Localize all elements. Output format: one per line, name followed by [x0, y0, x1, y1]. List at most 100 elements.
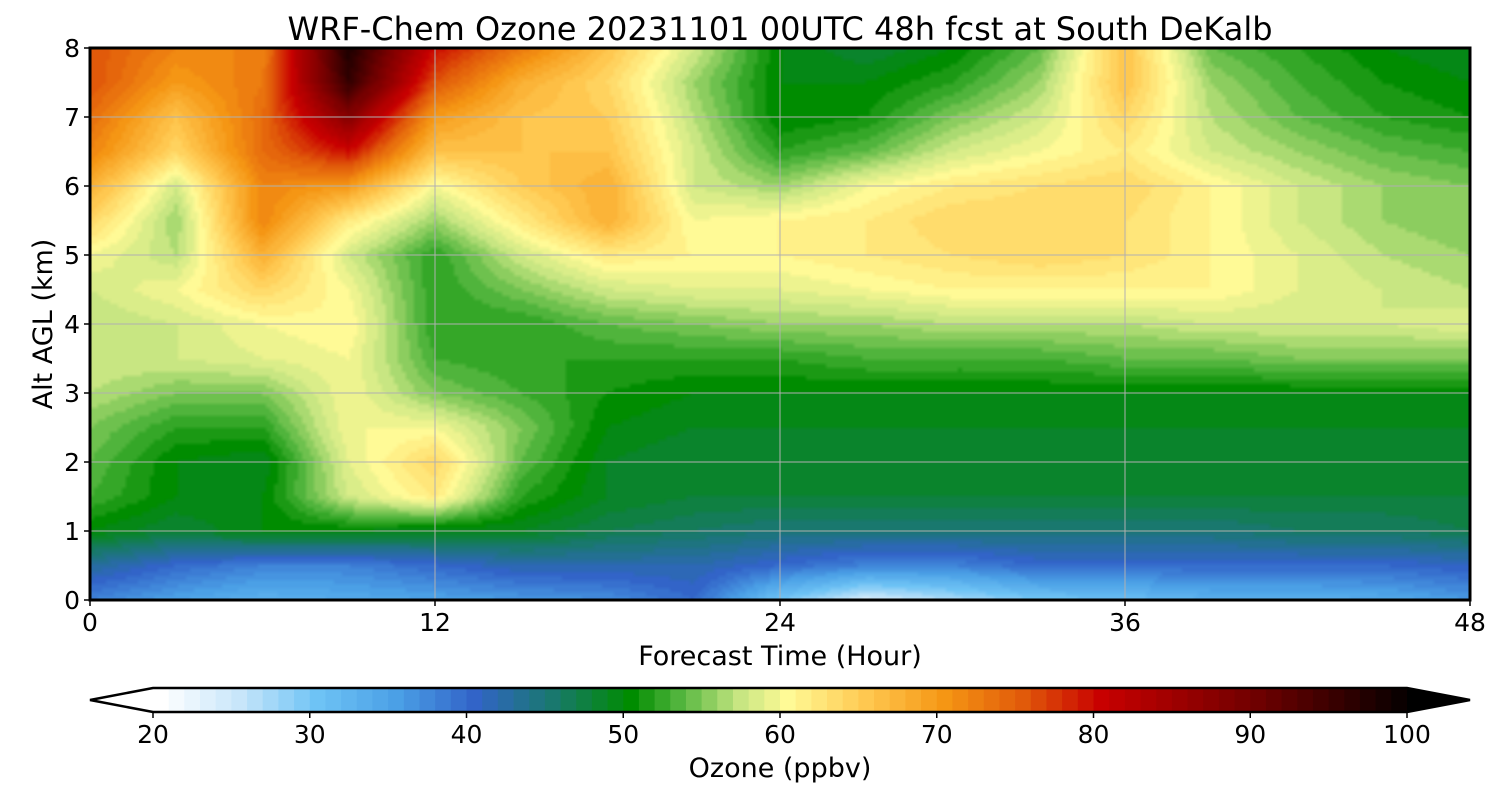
colorbar-swatch — [529, 688, 546, 712]
colorbar-swatch — [231, 688, 248, 712]
colorbar-swatch — [1156, 688, 1173, 712]
y-tick-label: 4 — [64, 310, 80, 339]
colorbar-swatch — [153, 688, 170, 712]
y-tick-label: 0 — [64, 586, 80, 615]
colorbar-swatch — [1218, 688, 1236, 712]
colorbar-swatch — [435, 688, 452, 712]
colorbar-swatch — [450, 688, 468, 712]
colorbar-swatch — [732, 688, 750, 712]
colorbar-swatch — [952, 688, 969, 712]
colorbar-extend-high — [1407, 688, 1470, 712]
colorbar-label: Ozone (ppbv) — [689, 753, 872, 784]
colorbar-extend-low — [90, 688, 153, 712]
chart-title: WRF-Chem Ozone 20231101 00UTC 48h fcst a… — [287, 10, 1272, 48]
colorbar-swatch — [858, 688, 875, 712]
colorbar-swatch — [1375, 688, 1392, 712]
y-tick-label: 6 — [64, 172, 80, 201]
x-tick-label: 24 — [764, 608, 796, 637]
colorbar-swatches — [153, 688, 1408, 712]
colorbar-tick-label: 70 — [921, 720, 953, 749]
colorbar-tick-label: 50 — [607, 720, 639, 749]
x-tick-label: 0 — [82, 608, 98, 637]
y-tick-label: 7 — [64, 103, 80, 132]
grid-lines — [90, 48, 1470, 600]
colorbar-swatch — [654, 688, 671, 712]
y-tick-label: 1 — [64, 517, 80, 546]
colorbar-swatch — [1391, 688, 1408, 712]
colorbar-swatch — [701, 688, 718, 712]
colorbar-swatch — [544, 688, 562, 712]
colorbar-swatch — [403, 688, 421, 712]
colorbar-swatch — [513, 688, 530, 712]
colorbar-swatch — [921, 688, 938, 712]
colorbar-swatch — [874, 688, 891, 712]
colorbar-swatch — [607, 688, 624, 712]
colorbar-swatch — [262, 688, 279, 712]
colorbar-ticks: 20 30 40 50 60 70 80 90 100 — [137, 712, 1431, 749]
colorbar-swatch — [1281, 688, 1298, 712]
colorbar-swatch — [1328, 688, 1345, 712]
colorbar-swatch — [247, 688, 264, 712]
colorbar-swatch — [591, 688, 609, 712]
colorbar-swatch — [341, 688, 358, 712]
colorbar-swatch — [1171, 688, 1189, 712]
y-tick-label: 5 — [64, 241, 80, 270]
colorbar-swatch — [372, 688, 389, 712]
colorbar-swatch — [1344, 688, 1361, 712]
x-axis: 0 12 24 36 48 — [82, 600, 1486, 637]
colorbar-swatch — [685, 688, 703, 712]
colorbar-swatch — [1297, 688, 1314, 712]
colorbar-swatch — [184, 688, 201, 712]
colorbar-swatch — [983, 688, 1001, 712]
x-axis-label: Forecast Time (Hour) — [638, 641, 922, 672]
colorbar-swatch — [215, 688, 232, 712]
colorbar-tick-label: 60 — [764, 720, 796, 749]
y-axis-label: Alt AGL (km) — [28, 239, 59, 410]
y-tick-label: 8 — [64, 34, 80, 63]
colorbar-swatch — [1187, 688, 1204, 712]
colorbar-swatch — [748, 688, 765, 712]
colorbar-swatch — [1359, 688, 1377, 712]
colorbar-swatch — [968, 688, 985, 712]
colorbar-swatch — [560, 688, 577, 712]
colorbar-swatch — [764, 688, 781, 712]
colorbar-swatch — [1265, 688, 1283, 712]
colorbar-tick-label: 90 — [1234, 720, 1266, 749]
colorbar-swatch — [497, 688, 515, 712]
colorbar-swatch — [419, 688, 436, 712]
x-tick-label: 48 — [1454, 608, 1486, 637]
colorbar-swatch — [670, 688, 687, 712]
colorbar-swatch — [623, 688, 640, 712]
colorbar-swatch — [168, 688, 185, 712]
colorbar-swatch — [1234, 688, 1251, 712]
colorbar-swatch — [1015, 688, 1032, 712]
colorbar: 20 30 40 50 60 70 80 90 100 — [89, 686, 1471, 749]
colorbar-swatch — [717, 688, 734, 712]
colorbar-tick-label: 40 — [451, 720, 483, 749]
colorbar-tick-label: 20 — [137, 720, 169, 749]
colorbar-swatch — [936, 688, 954, 712]
colorbar-swatch — [200, 688, 217, 712]
colorbar-swatch — [294, 688, 311, 712]
colorbar-swatch — [482, 688, 499, 712]
colorbar-swatch — [325, 688, 342, 712]
colorbar-swatch — [576, 688, 593, 712]
colorbar-swatch — [1203, 688, 1220, 712]
colorbar-swatch — [1077, 688, 1095, 712]
x-tick-label: 12 — [419, 608, 451, 637]
x-tick-label: 36 — [1109, 608, 1141, 637]
colorbar-swatch — [1312, 688, 1330, 712]
plot-area — [88, 46, 1472, 602]
colorbar-swatch — [1062, 688, 1079, 712]
colorbar-swatch — [1124, 688, 1142, 712]
colorbar-swatch — [356, 688, 374, 712]
colorbar-swatch — [466, 688, 483, 712]
y-tick-label: 2 — [64, 448, 80, 477]
colorbar-swatch — [1093, 688, 1110, 712]
colorbar-swatch — [309, 688, 327, 712]
colorbar-swatch — [1109, 688, 1126, 712]
colorbar-swatch — [1250, 688, 1267, 712]
colorbar-swatch — [638, 688, 656, 712]
colorbar-swatch — [795, 688, 812, 712]
colorbar-swatch — [889, 688, 906, 712]
